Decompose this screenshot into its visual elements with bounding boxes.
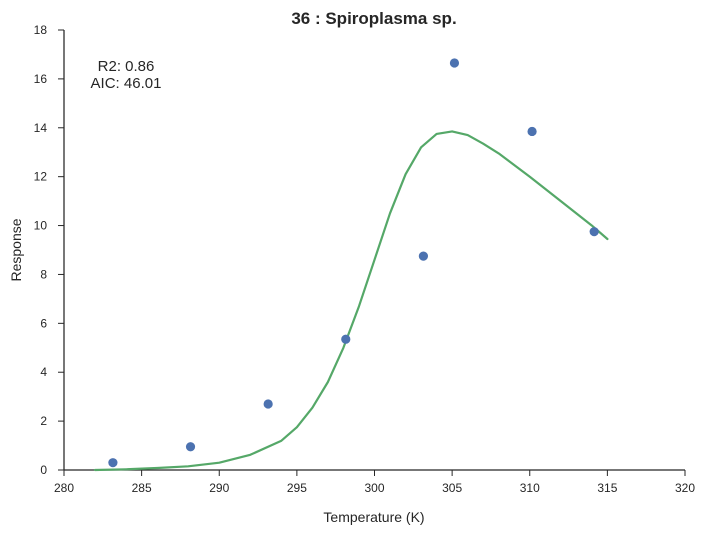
x-tick-label: 290 (209, 481, 229, 495)
x-tick-label: 295 (287, 481, 307, 495)
fit-curve-layer (93, 130, 609, 472)
y-tick-label: 4 (40, 365, 47, 379)
data-point (108, 458, 118, 468)
y-tick-label: 6 (40, 316, 47, 330)
fit-curve-line (93, 130, 609, 472)
aic-annotation: AIC: 46.01 (91, 75, 162, 92)
y-tick-label: 8 (40, 267, 47, 281)
x-tick-label: 300 (364, 481, 384, 495)
y-tick-label: 18 (34, 23, 48, 37)
data-point (418, 251, 429, 261)
x-tick-label: 315 (597, 481, 617, 495)
x-tick-label: 305 (442, 481, 462, 495)
data-points-layer (108, 58, 599, 468)
y-tick-label: 2 (40, 414, 47, 428)
data-point (185, 442, 196, 452)
data-point (589, 227, 599, 237)
x-tick-label: 320 (675, 481, 695, 495)
r2-annotation: R2: 0.86 (98, 58, 155, 75)
data-point (341, 334, 351, 344)
x-tick-label: 285 (132, 481, 152, 495)
data-point (263, 399, 273, 409)
y-tick-label: 0 (40, 463, 47, 477)
data-point (449, 58, 460, 68)
x-tick-label: 280 (54, 481, 74, 495)
x-tick-label: 310 (520, 481, 540, 495)
data-point (527, 126, 537, 137)
axes-layer: 280 285 290 295 300 305 310 315 320 0 2 4 6 8 10 12 14 16… (34, 23, 696, 495)
y-tick-label: 16 (34, 72, 48, 86)
y-axis-label: Response (8, 218, 24, 281)
x-axis-label: Temperature (K) (323, 509, 424, 525)
y-tick-label: 14 (34, 121, 48, 135)
chart-title: 36 : Spiroplasma sp. (291, 9, 456, 28)
y-tick-label: 12 (34, 170, 48, 184)
y-tick-label: 10 (34, 219, 48, 233)
